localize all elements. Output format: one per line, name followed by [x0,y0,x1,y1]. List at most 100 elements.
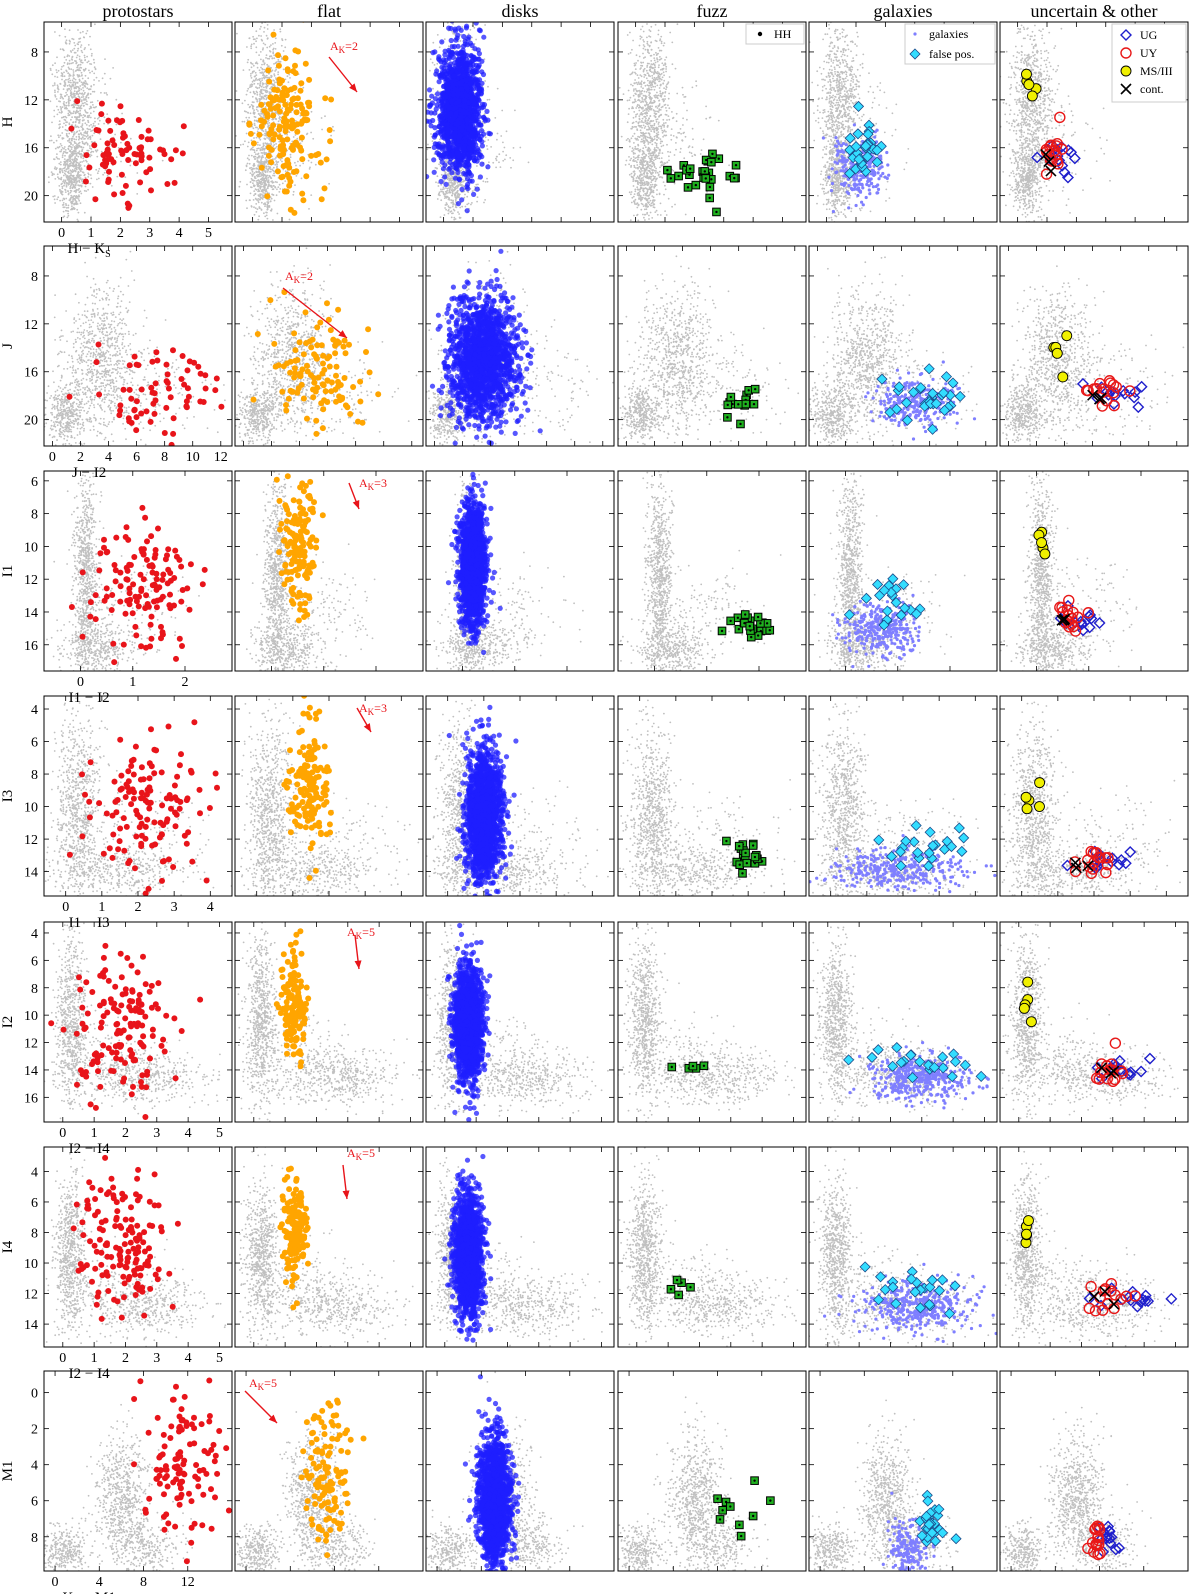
background-point [261,86,263,88]
background-point [260,35,262,37]
background-point [253,180,255,182]
background-point [260,148,262,150]
background-point [78,196,80,198]
background-point [271,210,273,212]
background-point [65,59,67,61]
background-point [275,118,277,120]
background-point [455,186,457,188]
background-point [83,90,85,92]
background-point [251,104,253,106]
background-point [263,43,265,45]
background-point [104,83,106,85]
background-point [252,175,254,177]
background-point [284,46,286,48]
background-point [88,150,90,152]
background-point [136,172,138,174]
background-point [250,75,252,77]
background-point [462,6,464,8]
background-point [56,153,58,155]
background-point [67,54,69,56]
background-point [245,169,247,171]
background-point [266,86,268,88]
background-point [75,61,77,63]
background-point [449,229,451,231]
background-point [73,186,75,188]
background-point [435,167,437,169]
background-point [262,177,264,179]
background-point [64,167,66,169]
background-point [81,134,83,136]
background-point [96,156,98,158]
background-point [239,181,241,183]
background-point [64,107,66,109]
background-point [89,156,91,158]
background-point [253,43,255,45]
background-point [261,147,263,149]
background-point [69,100,71,102]
background-point [263,162,265,164]
background-point [256,175,258,177]
disks-point [477,51,482,56]
background-point [262,156,264,158]
background-point [60,161,62,163]
background-point [266,47,268,49]
background-point [272,233,274,235]
background-point [64,75,66,77]
background-point [76,57,78,59]
background-point [64,62,66,64]
background-point [252,101,254,103]
background-point [66,182,68,184]
background-point [69,84,71,86]
background-point [244,100,246,102]
background-point [496,139,498,141]
background-point [80,89,82,91]
background-point [258,194,260,196]
background-point [276,18,278,20]
background-point [93,84,95,86]
protostars-point [118,103,124,109]
background-point [59,135,61,137]
background-point [255,86,257,88]
background-point [68,82,70,84]
background-point [62,200,64,202]
background-point [269,91,271,93]
background-point [472,190,474,192]
background-point [74,106,76,108]
background-point [248,142,250,144]
background-point [260,116,262,118]
background-point [265,180,267,182]
background-point [94,121,96,123]
background-point [105,169,107,171]
protostars-point [125,157,131,163]
background-point [275,160,277,162]
background-point [502,151,504,153]
background-point [67,140,69,142]
flat-point [275,168,281,174]
flat-point [277,80,283,86]
background-point [265,106,267,108]
flat-point [302,116,308,122]
background-point [77,48,79,50]
background-point [260,51,262,53]
background-point [245,111,247,113]
background-point [475,184,477,186]
background-point [84,55,86,57]
background-point [80,60,82,62]
background-point [65,41,67,43]
disks-point [424,174,429,179]
background-point [464,16,466,18]
background-point [256,189,258,191]
background-point [129,165,131,167]
background-point [50,135,52,137]
background-point [441,174,443,176]
flat-point [298,80,304,86]
background-point [484,199,486,201]
background-point [279,184,281,186]
background-point [257,83,259,85]
background-point [88,174,90,176]
background-point [58,70,60,72]
background-point [265,157,267,159]
background-point [63,185,65,187]
background-point [488,161,490,163]
background-point [254,112,256,114]
